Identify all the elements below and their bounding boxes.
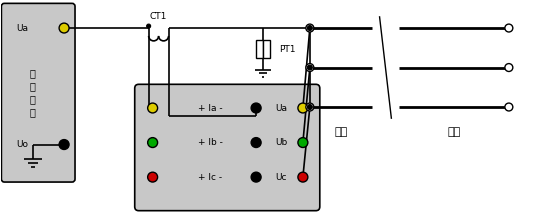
Text: 始端: 始端 — [334, 127, 347, 137]
Circle shape — [306, 64, 314, 71]
Text: PT1: PT1 — [279, 45, 296, 54]
Circle shape — [251, 172, 261, 182]
Text: + Ib -: + Ib - — [198, 138, 223, 147]
Circle shape — [505, 103, 513, 111]
Circle shape — [251, 138, 261, 148]
Text: CT1: CT1 — [150, 12, 167, 21]
Circle shape — [148, 103, 157, 113]
Text: 单
相
电
源: 单 相 电 源 — [30, 68, 36, 117]
Circle shape — [251, 103, 261, 113]
Circle shape — [307, 105, 312, 110]
FancyBboxPatch shape — [1, 3, 75, 182]
Text: 末端: 末端 — [448, 127, 461, 137]
Circle shape — [298, 138, 308, 148]
Circle shape — [298, 103, 308, 113]
Circle shape — [147, 24, 151, 28]
Circle shape — [148, 138, 157, 148]
Circle shape — [306, 24, 314, 32]
Text: + Ia -: + Ia - — [198, 104, 223, 112]
Text: + Ic -: + Ic - — [198, 173, 223, 182]
Text: Uc: Uc — [275, 173, 287, 182]
Circle shape — [298, 172, 308, 182]
Circle shape — [306, 103, 314, 111]
Circle shape — [59, 23, 69, 33]
Text: Ua: Ua — [275, 104, 287, 112]
Bar — [256, 40, 263, 58]
Circle shape — [505, 24, 513, 32]
Text: Uo: Uo — [16, 140, 28, 149]
Circle shape — [59, 140, 69, 150]
Circle shape — [505, 64, 513, 71]
Circle shape — [307, 26, 312, 31]
Text: Ub: Ub — [275, 138, 287, 147]
Circle shape — [148, 172, 157, 182]
Circle shape — [307, 65, 312, 70]
Bar — [263, 40, 270, 58]
FancyBboxPatch shape — [134, 84, 320, 211]
Text: Ua: Ua — [16, 23, 28, 33]
